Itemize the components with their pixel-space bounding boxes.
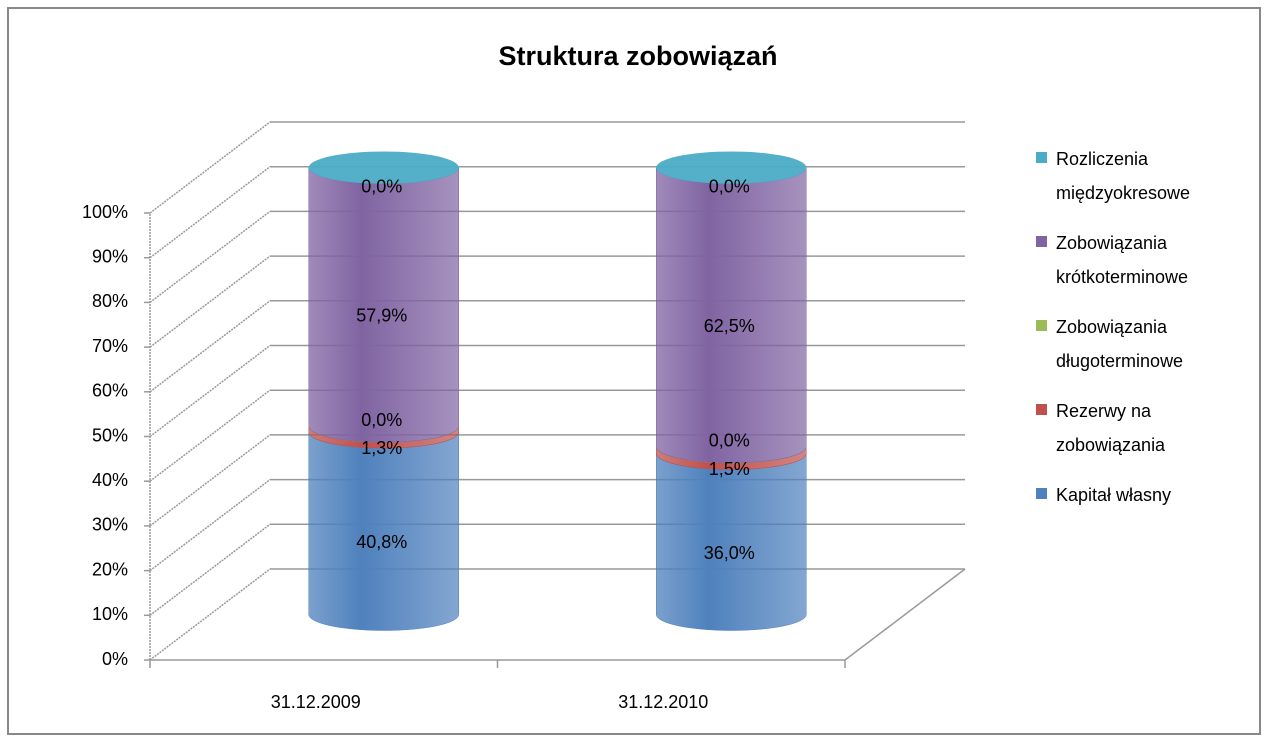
y-tick-label: 50% <box>92 425 128 445</box>
cylinder-cap <box>656 151 807 184</box>
legend-item: Rozliczenia międzyokresowe <box>1036 142 1236 226</box>
legend-swatch <box>1036 236 1047 247</box>
y-tick-label: 10% <box>92 604 128 624</box>
data-label: 57,9% <box>356 306 407 326</box>
data-label: 1,3% <box>361 438 402 458</box>
x-tick-label: 31.12.2009 <box>271 692 361 712</box>
data-label: 0,0% <box>361 410 402 430</box>
grid-line-side <box>149 479 271 572</box>
data-label: 36,0% <box>704 543 755 563</box>
grid-line-side <box>149 434 271 527</box>
y-tick-label: 80% <box>92 291 128 311</box>
legend-label: Kapitał własny <box>1056 485 1172 505</box>
data-label: 0,0% <box>709 431 750 451</box>
floor-right <box>844 568 966 661</box>
y-tick-label: 100% <box>82 202 128 222</box>
legend-swatch <box>1036 320 1047 331</box>
legend-item: Kapitał własny <box>1036 478 1236 562</box>
chart-border <box>7 7 1261 735</box>
y-tick-label: 40% <box>92 470 128 490</box>
y-tick-label: 0% <box>102 649 128 669</box>
y-tick-label: 90% <box>92 246 128 266</box>
grid-line-side <box>149 568 271 661</box>
legend-label: Rozliczenia międzyokresowe <box>1056 149 1191 203</box>
grid-line-side <box>149 523 271 616</box>
x-tick-label: 31.12.2010 <box>618 692 708 712</box>
y-tick-label: 20% <box>92 559 128 579</box>
legend-label: Rezerwy na zobowiązania <box>1056 401 1166 455</box>
legend-item: Rezerwy na zobowiązania <box>1036 394 1236 478</box>
y-tick-label: 30% <box>92 515 128 535</box>
legend-item: Zobowiązania krótkoterminowe <box>1036 226 1236 310</box>
grid-line-side <box>149 121 271 214</box>
legend-swatch <box>1036 152 1047 163</box>
data-label: 1,5% <box>709 459 750 479</box>
grid-line-side <box>149 300 271 393</box>
grid-line-side <box>149 389 271 482</box>
legend-swatch <box>1036 488 1047 499</box>
data-label: 40,8% <box>356 532 407 552</box>
grid-line-side <box>149 344 271 438</box>
cylinder-cap <box>308 151 459 184</box>
legend-item: Zobowiązania długoterminowe <box>1036 310 1236 394</box>
legend-swatch <box>1036 404 1047 415</box>
legend-label: Zobowiązania długoterminowe <box>1056 317 1184 371</box>
legend: Rozliczenia międzyokresowe Zobowiązania k… <box>1036 142 1236 562</box>
data-label: 62,5% <box>704 316 755 336</box>
grid-line-side <box>149 255 271 348</box>
legend-label: Zobowiązania krótkoterminowe <box>1056 233 1189 287</box>
chart-title: Struktura zobowiązań <box>498 41 777 71</box>
y-tick-label: 60% <box>92 381 128 401</box>
data-label: 0,0% <box>361 176 402 196</box>
y-tick-label: 70% <box>92 336 128 356</box>
grid-line-side <box>149 210 271 303</box>
data-label: 0,0% <box>709 176 750 196</box>
grid-line-side <box>149 166 271 259</box>
